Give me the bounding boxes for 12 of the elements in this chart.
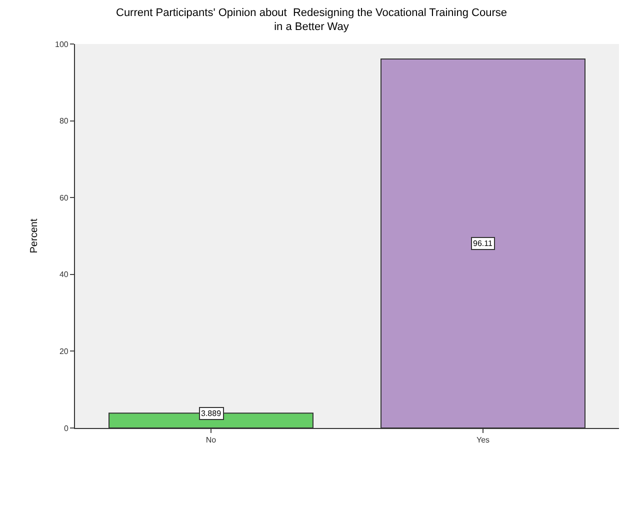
data-label: 3.889 — [201, 409, 222, 418]
data-label: 96.11 — [473, 239, 493, 248]
y-axis-title: Percent — [29, 218, 40, 254]
y-tick-label: 0 — [64, 424, 69, 433]
x-tick-label: No — [206, 436, 217, 445]
y-tick-label: 20 — [59, 347, 69, 356]
y-tick-label: 80 — [59, 116, 69, 126]
y-tick-label: 40 — [59, 270, 69, 280]
chart-title: Current Participants' Opinion about Redesigning the Vocational Training Course in a Better Way — [116, 6, 507, 34]
y-tick-label: 60 — [59, 193, 69, 202]
y-tick-label: 100 — [55, 40, 69, 49]
x-tick-label: Yes — [476, 436, 490, 445]
